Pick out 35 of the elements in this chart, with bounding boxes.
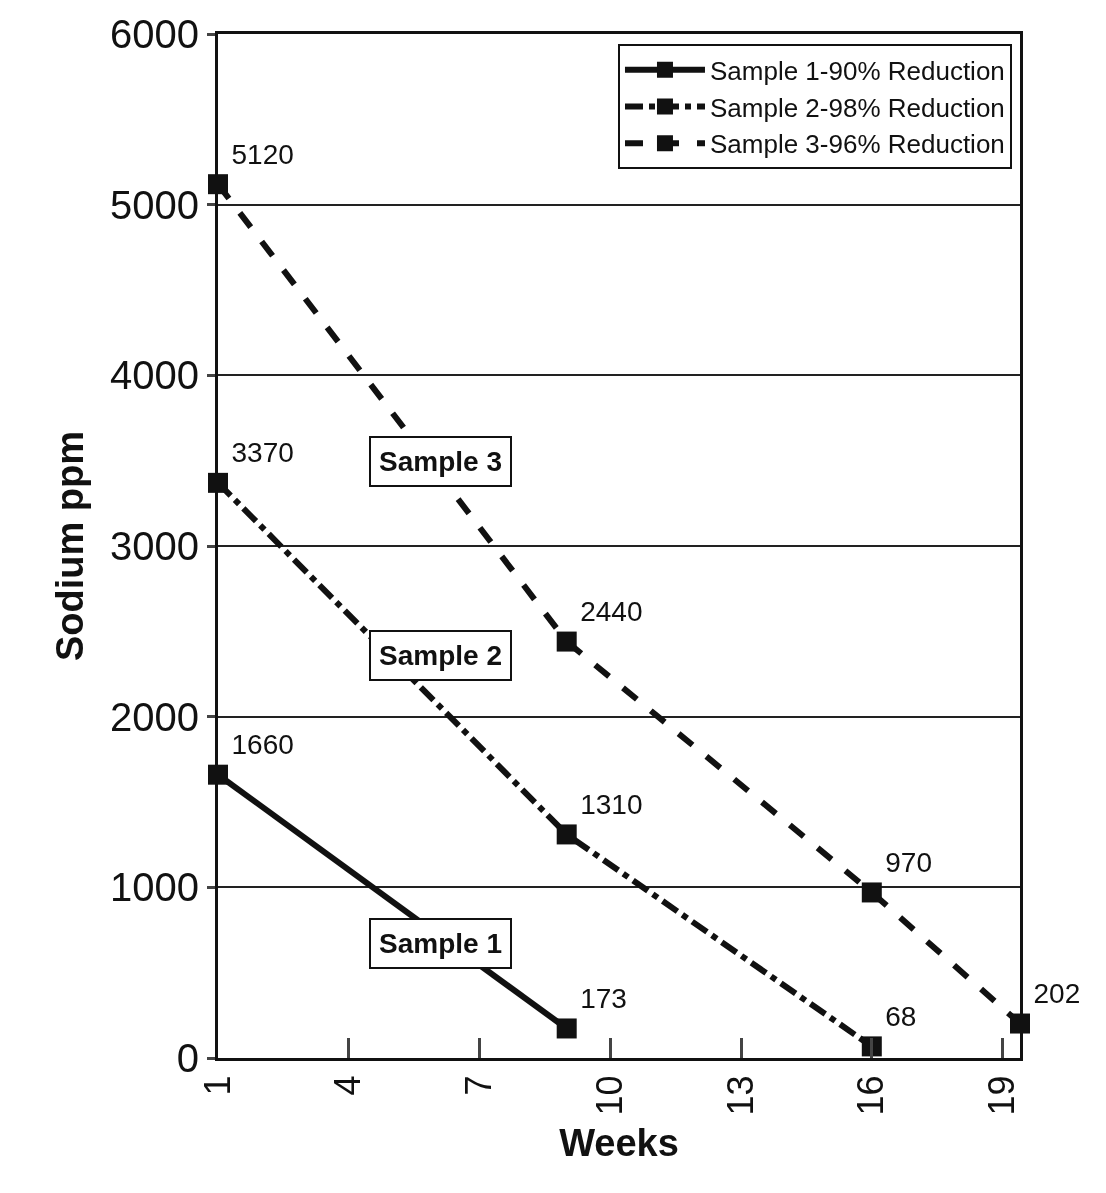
y-tick-label: 4000 — [110, 353, 199, 398]
x-tick-label: 13 — [719, 1075, 761, 1116]
legend-label: Sample 2-98% Reduction — [709, 92, 1005, 123]
x-tick-label: 7 — [458, 1075, 500, 1096]
x-tick-label: 4 — [327, 1075, 369, 1096]
point — [556, 824, 577, 845]
x-axis-title: Weeks — [559, 1121, 679, 1164]
y-axis-title: Sodium ppm — [49, 430, 92, 662]
y-tick-label: 6000 — [110, 12, 199, 56]
data-label: 5120 — [231, 138, 294, 170]
y-tick-label: 3000 — [110, 524, 199, 568]
y-tick-label: 0 — [176, 1036, 199, 1080]
data-label: 173 — [580, 982, 627, 1014]
x-tick-label: 1 — [196, 1075, 238, 1096]
point — [556, 631, 577, 652]
legend-label: Sample 1-90% Reduction — [709, 55, 1005, 86]
data-label: 1660 — [231, 729, 294, 761]
data-label: 68 — [885, 1000, 917, 1032]
data-label: 2440 — [580, 596, 643, 628]
annotation: Sample 3 — [379, 446, 502, 477]
x-tick-label: 10 — [588, 1075, 630, 1116]
y-tick-label: 5000 — [110, 182, 199, 227]
x-tick-label: 19 — [981, 1075, 1023, 1116]
data-label: 202 — [1033, 978, 1081, 1010]
x-tick-label: 16 — [850, 1075, 892, 1116]
annotation: Sample 1 — [379, 928, 502, 959]
data-label: 970 — [885, 846, 933, 878]
data-label: 1310 — [580, 788, 643, 820]
y-tick-label: 1000 — [110, 865, 199, 910]
point — [861, 882, 882, 903]
annotation: Sample 2 — [379, 640, 502, 671]
legend-label: Sample 3-96% Reduction — [709, 129, 1005, 160]
point — [556, 1018, 577, 1039]
y-tick-label: 2000 — [110, 694, 199, 739]
data-label: 3370 — [231, 437, 294, 469]
